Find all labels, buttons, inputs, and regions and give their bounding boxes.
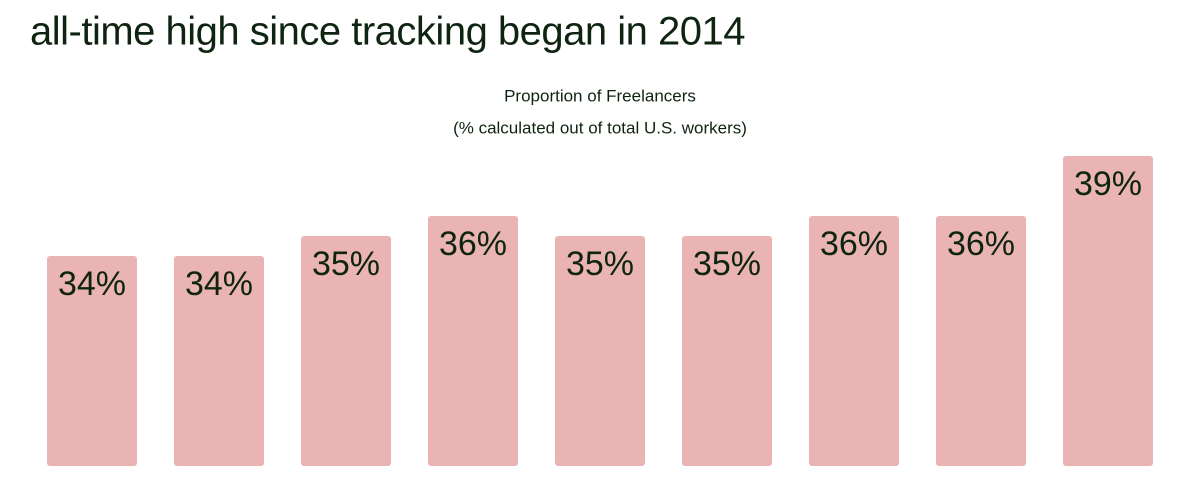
data-label: 36%: [947, 225, 1015, 263]
data-label: 35%: [312, 245, 380, 283]
bar: [174, 256, 264, 466]
data-label: 35%: [693, 245, 761, 283]
bar: [682, 236, 772, 466]
bar: [809, 216, 899, 466]
data-label: 36%: [439, 225, 507, 263]
data-label: 34%: [185, 265, 253, 303]
data-label: 39%: [1074, 165, 1142, 203]
data-label: 35%: [566, 245, 634, 283]
bar: [1063, 156, 1153, 466]
chart-subtitle: Proportion of Freelancers: [504, 86, 696, 105]
bar: [301, 236, 391, 466]
bar: [936, 216, 1026, 466]
data-label: 34%: [58, 265, 126, 303]
chart-title: all-time high since tracking began in 20…: [30, 10, 745, 54]
bar: [47, 256, 137, 466]
chart-subtitle: (% calculated out of total U.S. workers): [453, 118, 747, 137]
bar: [555, 236, 645, 466]
data-label: 36%: [820, 225, 888, 263]
bar: [428, 216, 518, 466]
